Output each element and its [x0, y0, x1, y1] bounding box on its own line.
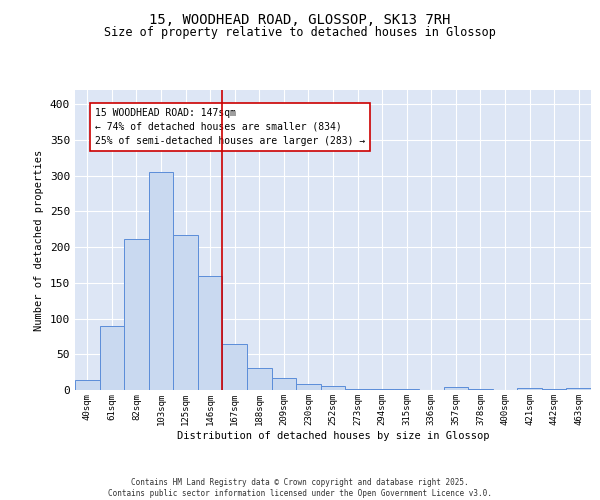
- Bar: [443, 387, 468, 390]
- Bar: [173, 235, 198, 390]
- Text: Contains HM Land Registry data © Crown copyright and database right 2025.
Contai: Contains HM Land Registry data © Crown c…: [108, 478, 492, 498]
- Bar: [223, 344, 247, 390]
- Bar: [272, 378, 296, 390]
- Bar: [517, 388, 542, 390]
- Bar: [566, 388, 591, 390]
- Text: 15 WOODHEAD ROAD: 147sqm
← 74% of detached houses are smaller (834)
25% of semi-: 15 WOODHEAD ROAD: 147sqm ← 74% of detach…: [95, 108, 365, 146]
- Bar: [247, 368, 272, 390]
- Bar: [321, 386, 345, 390]
- Text: 15, WOODHEAD ROAD, GLOSSOP, SK13 7RH: 15, WOODHEAD ROAD, GLOSSOP, SK13 7RH: [149, 12, 451, 26]
- Y-axis label: Number of detached properties: Number of detached properties: [34, 150, 44, 330]
- Bar: [100, 326, 124, 390]
- Text: Size of property relative to detached houses in Glossop: Size of property relative to detached ho…: [104, 26, 496, 39]
- Bar: [149, 172, 173, 390]
- Bar: [345, 388, 370, 390]
- Bar: [75, 380, 100, 390]
- Bar: [198, 276, 223, 390]
- X-axis label: Distribution of detached houses by size in Glossop: Distribution of detached houses by size …: [177, 430, 489, 440]
- Bar: [124, 238, 149, 390]
- Bar: [296, 384, 321, 390]
